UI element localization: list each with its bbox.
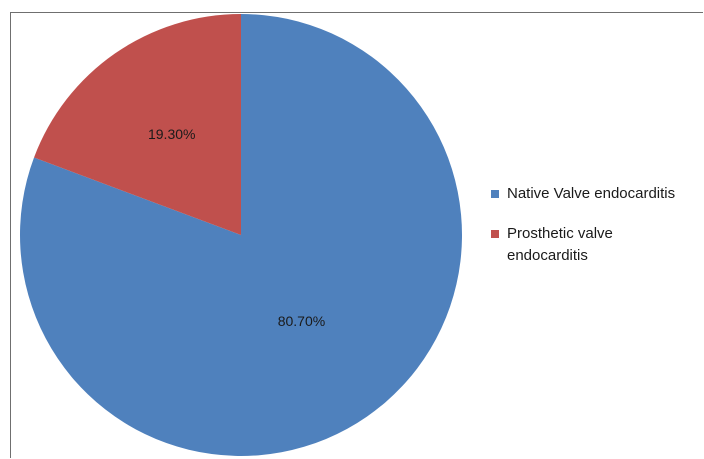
legend-label-prosthetic-valve: Prosthetic valve endocarditis — [507, 225, 613, 264]
chart-area: 80.70% 19.30% Native Valve endocarditis P… — [10, 12, 703, 458]
pie-slice-prosthetic-valve — [34, 13, 241, 235]
pie-chart: 80.70% 19.30% — [20, 13, 462, 457]
data-label-native-valve: 80.70% — [278, 313, 325, 329]
legend-label-native-valve: Native Valve endocarditis — [507, 185, 676, 202]
legend-item-prosthetic-valve: Prosthetic valve endocarditis — [491, 223, 703, 267]
legend-swatch-prosthetic-valve — [491, 230, 499, 238]
legend-swatch-native-valve — [491, 190, 499, 198]
legend-item-native-valve: Native Valve endocarditis — [491, 183, 703, 205]
pie-slice-native-valve — [20, 14, 462, 457]
legend: Native Valve endocarditis Prosthetic val… — [491, 183, 703, 285]
data-label-prosthetic-valve: 19.30% — [148, 126, 195, 142]
